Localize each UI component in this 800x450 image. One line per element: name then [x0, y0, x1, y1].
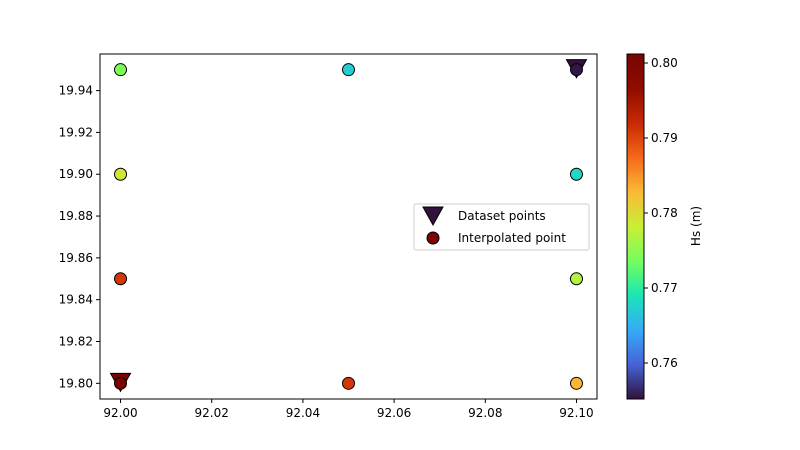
x-tick-label: 92.04	[286, 406, 320, 420]
x-tick-label: 92.08	[468, 406, 502, 420]
y-tick-label: 19.90	[59, 167, 93, 181]
colorbar: 0.76 0.77 0.78 0.79 0.80 Hs (m)	[626, 53, 703, 400]
x-tick-label: 92.06	[377, 406, 411, 420]
legend-label-interpolated-point: Interpolated point	[458, 231, 566, 245]
interpolated-point-marker	[569, 376, 583, 390]
colorbar-tick-label: 0.78	[651, 206, 678, 220]
y-tick-label: 19.92	[59, 125, 93, 139]
y-tick-label: 19.86	[59, 251, 93, 265]
y-tick-label: 19.88	[59, 209, 93, 223]
interpolated-point-marker	[114, 167, 128, 181]
interpolated-point-marker	[569, 167, 583, 181]
y-tick-label: 19.84	[59, 293, 93, 307]
colorbar-label: Hs (m)	[689, 206, 703, 246]
y-tick-label: 19.82	[59, 335, 93, 349]
colorbar-tick-label: 0.77	[651, 281, 678, 295]
colorbar-gradient	[626, 53, 645, 400]
y-tick-label: 19.80	[59, 376, 93, 390]
interpolated-point-marker	[569, 63, 583, 77]
interpolated-point-marker	[114, 272, 128, 286]
x-tick-label: 92.02	[195, 406, 229, 420]
legend-marker-interpolated-point	[426, 231, 440, 245]
y-tick-label: 19.94	[59, 84, 93, 98]
y-axis: 19.80 19.82 19.84 19.86 19.88 19.90 19.92 19.94	[59, 84, 100, 390]
colorbar-tick-label: 0.80	[651, 56, 678, 70]
colorbar-ticks: 0.76 0.77 0.78 0.79 0.80	[644, 56, 678, 370]
interpolated-point-marker	[342, 376, 355, 390]
x-axis: 92.00 92.02 92.04 92.06 92.08 92.10	[103, 399, 594, 420]
colorbar-tick-label: 0.79	[651, 131, 678, 145]
legend-box	[413, 203, 590, 251]
interpolated-point-marker	[342, 63, 355, 77]
scatter-markers	[109, 59, 588, 393]
x-tick-label: 92.10	[559, 406, 593, 420]
interpolated-point-marker	[114, 376, 128, 390]
legend-marker-dataset-points	[422, 206, 444, 227]
legend: Dataset points Interpolated point	[413, 203, 590, 251]
interpolated-point-marker	[569, 272, 583, 286]
x-tick-label: 92.00	[103, 406, 137, 420]
colorbar-tick-label: 0.76	[651, 356, 678, 370]
legend-label-dataset-points: Dataset points	[458, 209, 546, 223]
interpolated-point-marker	[114, 63, 128, 77]
